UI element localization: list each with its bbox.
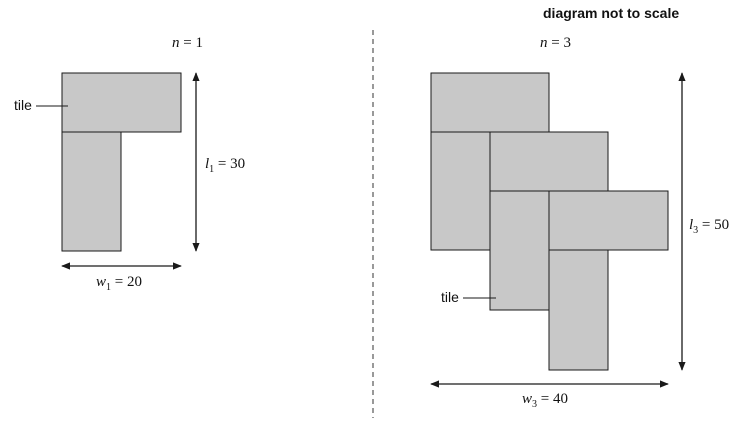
tile-2-vertical	[489, 190, 550, 311]
l1-label: l1 = 30	[205, 156, 245, 175]
w3-label: w3 = 40	[522, 391, 568, 410]
scale-note: diagram not to scale	[543, 5, 680, 21]
tile-label: tile	[441, 289, 459, 305]
panel-n3: n = 3 tile l3 = 50 w3 = 40	[430, 35, 729, 410]
panel-n1: n = 1 tile l1 = 30 w1 = 20	[14, 35, 245, 293]
tile-label: tile	[14, 97, 32, 113]
tile-3-vertical	[548, 249, 609, 371]
tile-1-horizontal	[430, 72, 550, 133]
n1-label: n = 1	[172, 35, 203, 51]
tile-vertical	[61, 131, 122, 252]
l3-label: l3 = 50	[689, 217, 729, 236]
tile-horizontal	[61, 72, 182, 133]
w1-label: w1 = 20	[96, 274, 142, 293]
n3-label: n = 3	[540, 35, 571, 51]
tile-2-horizontal	[489, 131, 609, 192]
tile-1-vertical	[430, 131, 491, 251]
tile-3-horizontal	[548, 190, 669, 251]
